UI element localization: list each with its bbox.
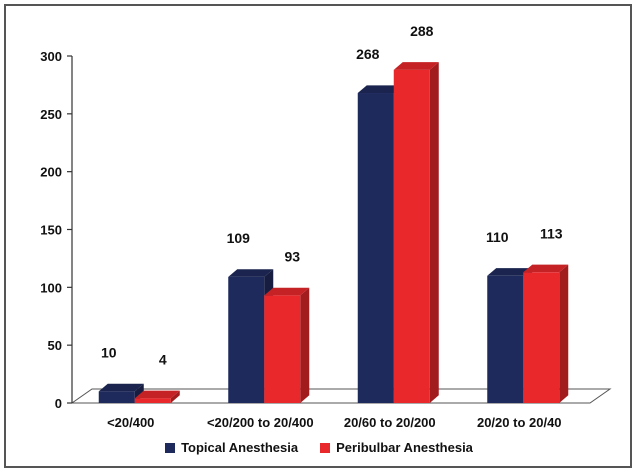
bar — [523, 272, 560, 403]
bar-top — [264, 287, 310, 296]
bar — [134, 398, 171, 403]
legend-item-peribulbar: Peribulbar Anesthesia — [320, 440, 473, 455]
bar — [487, 275, 524, 403]
y-tick-label: 50 — [48, 338, 62, 353]
bar-side — [559, 264, 569, 403]
data-label: 110 — [486, 229, 509, 245]
y-tick-label: 300 — [40, 49, 62, 64]
data-label: 4 — [159, 351, 167, 367]
y-tick-label: 100 — [40, 280, 62, 295]
y-tick-label: 250 — [40, 107, 62, 122]
bar-top — [523, 264, 569, 273]
x-tick-label: <20/400 — [107, 415, 154, 430]
y-tick-label: 200 — [40, 165, 62, 180]
bar — [357, 93, 394, 403]
bar — [264, 295, 301, 403]
bar-top — [357, 85, 403, 94]
legend-swatch-topical — [165, 442, 176, 453]
legend-swatch-peribulbar — [320, 442, 331, 453]
data-label: 10 — [101, 344, 117, 360]
legend-label-peribulbar: Peribulbar Anesthesia — [336, 440, 473, 455]
bar-top — [228, 269, 274, 277]
y-tick-label: 0 — [55, 396, 62, 411]
bar — [393, 69, 430, 403]
data-label: 268 — [356, 46, 380, 62]
bar-side — [170, 390, 180, 403]
data-label: 93 — [284, 248, 300, 264]
bar — [228, 276, 265, 403]
data-label: 288 — [410, 23, 434, 39]
x-tick-label: <20/200 to 20/400 — [207, 415, 314, 430]
legend: Topical Anesthesia Peribulbar Anesthesia — [0, 440, 638, 455]
bar-top — [393, 62, 439, 70]
x-tick-label: 20/20 to 20/40 — [477, 415, 562, 430]
y-tick-label: 150 — [40, 223, 62, 238]
legend-label-topical: Topical Anesthesia — [181, 440, 299, 455]
bar-top — [98, 383, 144, 392]
bar-side — [429, 62, 439, 404]
x-tick-label: 20/60 to 20/200 — [344, 415, 436, 430]
bar-side — [300, 287, 310, 403]
data-label: 109 — [227, 230, 251, 246]
data-label: 113 — [540, 225, 563, 241]
bar — [98, 391, 135, 403]
bar-top — [134, 390, 180, 399]
legend-item-topical: Topical Anesthesia — [165, 440, 298, 455]
bar-top — [487, 268, 533, 276]
